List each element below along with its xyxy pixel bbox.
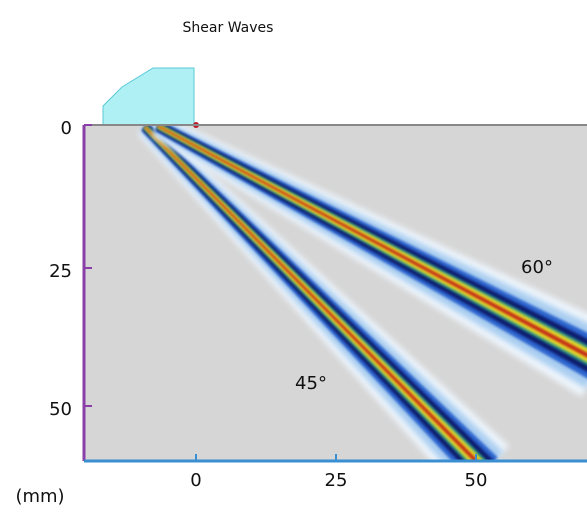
beam-layer (157, 126, 587, 363)
x-tick-label: 50 (465, 470, 488, 491)
figure-title: Shear Waves (183, 20, 274, 36)
x-ticks (195, 454, 477, 461)
y-tick-label: 0 (61, 118, 72, 139)
y-ticks (84, 124, 92, 407)
wedge (102, 67, 195, 126)
beam-label: 45° (295, 373, 327, 394)
beam-field (137, 126, 587, 461)
y-tick-label: 25 (49, 261, 72, 282)
x-tick-label: 0 (190, 470, 201, 491)
beam-layer (157, 126, 587, 358)
beam-layer (144, 126, 479, 461)
beam-layer (143, 126, 484, 461)
unit-label: (mm) (15, 486, 64, 507)
y-tick-label: 50 (49, 399, 72, 420)
beam-label: 60° (521, 257, 553, 278)
x-tick-label: 25 (325, 470, 348, 491)
